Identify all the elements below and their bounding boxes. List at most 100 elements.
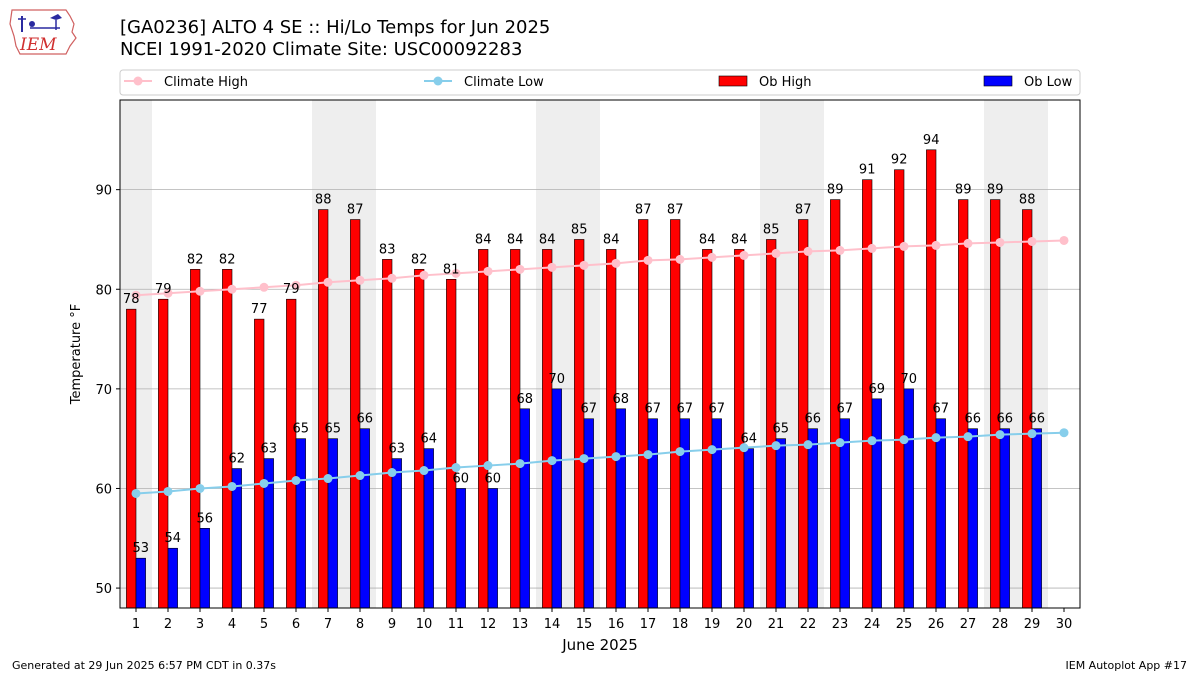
- climate-low-point: [355, 471, 365, 481]
- bars: [126, 149, 1042, 609]
- x-tick-label: 9: [388, 617, 396, 632]
- x-tick-label: 23: [832, 617, 849, 632]
- x-axis-label: June 2025: [561, 636, 638, 654]
- chart-subtitle: NCEI 1991-2020 Climate Site: USC00092283: [120, 39, 523, 60]
- ob-high-bar: [734, 249, 745, 609]
- ob-high-bar-label: 84: [507, 232, 524, 247]
- climate-high-point: [707, 252, 717, 262]
- y-tick-label: 60: [95, 482, 112, 497]
- legend-label: Ob High: [759, 75, 812, 90]
- ob-high-bar-label: 84: [539, 232, 556, 247]
- climate-high-point: [803, 246, 813, 256]
- data-labels: 78 79 82 82 77 79 88 87 83 82 81 84 84 84 85 84 87 87 84 84…: [123, 133, 1045, 556]
- climate-high-point: [931, 240, 941, 250]
- ob-high-bar: [222, 269, 233, 609]
- climate-high-point: [899, 241, 909, 251]
- climate-low-point: [675, 447, 685, 457]
- ob-low-bar-label: 69: [869, 382, 886, 397]
- climate-low-point: [451, 463, 461, 473]
- ob-low-bar-label: 63: [389, 442, 406, 457]
- legend-label: Ob Low: [1024, 75, 1073, 90]
- x-tick-label: 29: [1024, 617, 1041, 632]
- ob-low-bar: [935, 418, 946, 609]
- ob-high-bar: [478, 249, 489, 609]
- ob-low-bar: [647, 418, 658, 609]
- ob-high-bar: [926, 149, 937, 609]
- ob-high-bar-label: 84: [475, 232, 492, 247]
- climate-low-point: [131, 488, 141, 498]
- climate-low-point: [611, 452, 621, 462]
- iem-logo: IEM: [8, 6, 82, 60]
- ob-high-bar-label: 84: [731, 232, 748, 247]
- ob-low-bar-label: 60: [485, 471, 502, 486]
- ob-low-bar: [487, 488, 498, 609]
- ob-high-bar: [1022, 209, 1033, 609]
- x-tick-label: 13: [512, 617, 529, 632]
- ob-high-bar: [126, 308, 137, 609]
- ob-high-bar-label: 89: [827, 183, 844, 198]
- ob-low-bar: [903, 388, 914, 609]
- climate-high-point: [163, 288, 173, 298]
- climate-low-point: [739, 443, 749, 453]
- climate-high-point: [515, 264, 525, 274]
- ob-high-bar-label: 79: [155, 282, 172, 297]
- climate-low-point: [195, 483, 205, 493]
- climate-low-point: [803, 440, 813, 450]
- climate-low-point: [867, 436, 877, 446]
- climate-high-point: [1059, 235, 1069, 245]
- climate-low-point: [259, 478, 269, 488]
- climate-high-point: [195, 286, 205, 296]
- ob-high-bar: [446, 278, 457, 609]
- ob-high-bar: [990, 199, 1001, 609]
- climate-low-point: [419, 466, 429, 476]
- climate-low-point: [771, 441, 781, 451]
- ob-high-bar-label: 87: [795, 203, 812, 218]
- ob-low-bar-label: 64: [421, 432, 438, 447]
- weekend-shading: [120, 100, 1048, 608]
- ob-low-bar: [455, 488, 466, 609]
- legend-box: [119, 69, 1081, 96]
- app-note: IEM Autoplot App #17: [1065, 659, 1188, 672]
- x-tick-label: 7: [324, 617, 332, 632]
- ob-low-bar-label: 67: [709, 402, 726, 417]
- ob-high-bar: [702, 249, 713, 609]
- climate-high-point: [323, 277, 333, 287]
- x-tick-label: 8: [356, 617, 364, 632]
- ob-high-bar: [958, 199, 969, 609]
- ob-high-bar: [510, 249, 521, 609]
- legend-label: Climate Low: [464, 75, 544, 90]
- ob-low-bar: [743, 448, 754, 609]
- ob-high-bar: [574, 239, 585, 609]
- ob-low-bar-label: 65: [325, 422, 342, 437]
- legend-marker: [133, 76, 143, 86]
- plot-frame: [119, 99, 1081, 609]
- legend: Climate High Climate Low Ob High Ob Low: [119, 69, 1081, 96]
- y-gridlines: [120, 189, 1080, 589]
- y-axis-label: Temperature °F: [69, 304, 84, 405]
- climate-high-point: [963, 238, 973, 248]
- x-tick-label: 16: [608, 617, 625, 632]
- climate-high-point: [1027, 236, 1037, 246]
- ob-low-bar-label: 67: [837, 402, 854, 417]
- ob-low-bar: [615, 408, 626, 609]
- climate-high-point: [867, 243, 877, 253]
- climate-high-point: [643, 255, 653, 265]
- ob-high-bar-label: 77: [251, 302, 268, 317]
- ob-low-bar-label: 60: [453, 471, 470, 486]
- ob-low-bar: [583, 418, 594, 609]
- legend-swatch: [983, 75, 1013, 87]
- climate-high-point: [355, 275, 365, 285]
- climate-low-point: [1027, 429, 1037, 439]
- ob-high-bar-label: 88: [315, 193, 332, 208]
- ob-high-bar-label: 87: [635, 203, 652, 218]
- climate-high-point: [611, 258, 621, 268]
- climate-low-point: [707, 445, 717, 455]
- x-tick-label: 15: [576, 617, 593, 632]
- legend-marker: [433, 76, 443, 86]
- ob-high-bar: [254, 318, 265, 609]
- y-tick-label: 70: [95, 383, 112, 398]
- climate-high-point: [675, 254, 685, 264]
- ob-low-bar-label: 70: [549, 372, 566, 387]
- x-tick-label: 27: [960, 617, 977, 632]
- ob-low-bar: [967, 428, 978, 609]
